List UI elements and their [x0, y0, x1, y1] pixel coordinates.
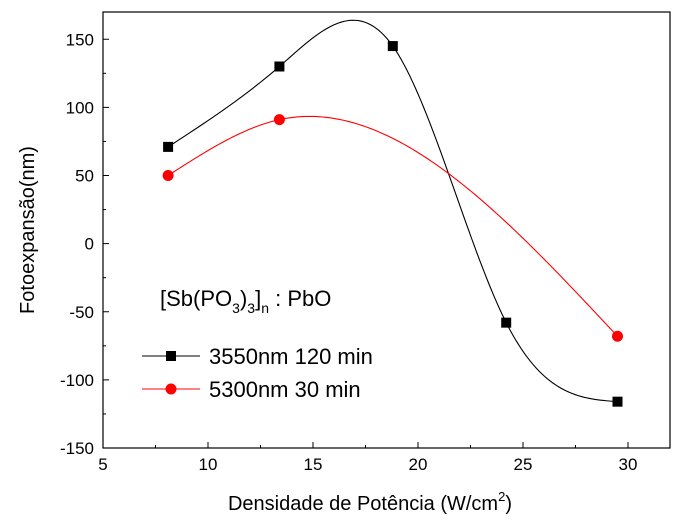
x-axis-title-main: Densidade de Potência (W/cm	[228, 493, 498, 515]
legend-label-series-2: 5300nm 30 min	[209, 377, 361, 402]
x-axis-title-end: )	[505, 493, 512, 515]
x-axis-title: Densidade de Potência (W/cm2)	[228, 489, 512, 515]
legend-marker-series-1	[166, 351, 176, 361]
annotation-sub-n: n	[261, 300, 269, 316]
series-1-point	[501, 317, 512, 328]
axis-ticks: 5 10 15 20 25 30 -150 -100 -50 0 50 100 150	[60, 30, 637, 474]
series-markers	[162, 41, 623, 407]
series-2-point	[273, 114, 285, 126]
y-axis-title: Fotoexpansão(nm)	[17, 146, 39, 314]
annotation-part-2: )	[240, 286, 247, 311]
series-2-curve	[167, 115, 618, 337]
x-tick-label: 10	[199, 455, 218, 474]
legend-marker-series-2	[165, 383, 177, 395]
y-tick-label: 50	[75, 167, 94, 186]
plot-frame	[102, 11, 671, 449]
y-tick-label: -50	[69, 303, 94, 322]
legend: 3550nm 120 min 5300nm 30 min	[142, 344, 373, 402]
y-tick-label: 150	[66, 30, 94, 49]
y-tick-label: 100	[66, 98, 94, 117]
annotation-part-6: : PbO	[269, 286, 331, 311]
legend-label-series-1: 3550nm 120 min	[209, 344, 373, 369]
y-tick-label: 0	[85, 235, 94, 254]
annotation-sub-3b: 3	[247, 300, 255, 316]
x-tick-label: 30	[619, 455, 638, 474]
x-tick-label: 5	[98, 455, 107, 474]
series-1-point	[163, 141, 174, 152]
y-tick-label: -100	[60, 371, 94, 390]
annotation-part-0: [Sb(PO	[160, 286, 232, 311]
annotation-formula: [Sb(PO3)3]n : PbO	[160, 286, 331, 316]
x-tick-label: 20	[409, 455, 428, 474]
y-tick-label: -150	[60, 439, 94, 458]
series-2-point	[162, 170, 174, 181]
x-axis-title-sup: 2	[498, 489, 505, 504]
annotation-part-4: ]	[255, 286, 261, 311]
x-tick-label: 25	[514, 455, 533, 474]
x-tick-label: 15	[304, 455, 323, 474]
series-1-point	[387, 41, 398, 52]
series-1-point	[612, 396, 623, 407]
series-2-point	[612, 330, 623, 342]
annotation-sub-3a: 3	[232, 300, 240, 316]
series-1-point	[274, 61, 285, 72]
